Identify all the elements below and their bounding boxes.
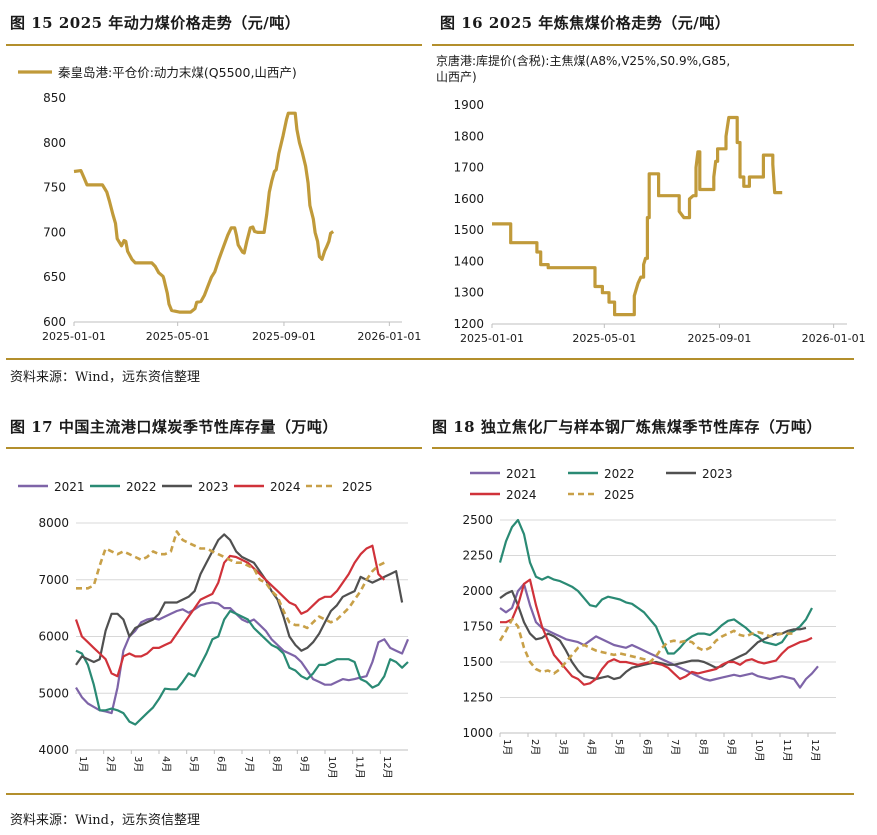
fig17-xtick-label: 9月 bbox=[298, 756, 310, 772]
fig18-xtick-label: 12月 bbox=[809, 739, 821, 762]
fig18-xtick-label: 9月 bbox=[725, 739, 737, 755]
fig18-ytick-label: 1250 bbox=[462, 691, 493, 705]
fig18-xtick-label: 5月 bbox=[613, 739, 625, 755]
bottom-right-rule bbox=[432, 447, 854, 449]
fig17-xtick-label: 12月 bbox=[381, 756, 393, 779]
fig17-xtick-label: 2月 bbox=[105, 756, 117, 772]
fig16-price-line bbox=[492, 115, 783, 317]
fig18-series-2021 bbox=[499, 582, 819, 689]
fig15-ytick-label: 800 bbox=[43, 136, 66, 150]
fig16-ytick-label: 1800 bbox=[453, 129, 484, 143]
fig17-series-2022 bbox=[75, 609, 409, 726]
fig18-series-2025 bbox=[498, 618, 794, 675]
fig18-legend-label-2021: 2021 bbox=[506, 467, 537, 481]
fig17-legend-label-2023: 2023 bbox=[198, 480, 229, 494]
fig16-ytick-label: 1500 bbox=[453, 223, 484, 237]
fig17-xtick-label: 4月 bbox=[160, 756, 172, 772]
fig15-ytick-label: 750 bbox=[43, 181, 66, 195]
fig16-ytick-label: 1200 bbox=[453, 317, 484, 331]
fig17-ytick-label: 6000 bbox=[38, 630, 69, 644]
fig17-title: 图 17 中国主流港口煤炭季节性库存量（万吨） bbox=[10, 418, 338, 436]
fig17-xtick-label: 7月 bbox=[243, 756, 255, 772]
fig16-xtick-label: 2026-01-01 bbox=[802, 332, 866, 345]
fig16-ytick-label: 1300 bbox=[453, 286, 484, 300]
fig16-title: 图 16 2025 年炼焦煤价格走势（元/吨） bbox=[440, 14, 731, 32]
fig17-xtick-label: 1月 bbox=[77, 756, 89, 772]
fig18-legend-label-2022: 2022 bbox=[604, 467, 635, 481]
fig18-title: 图 18 独立焦化厂与样本钢厂炼焦煤季节性库存（万吨） bbox=[432, 418, 822, 436]
fig17-xtick-label: 3月 bbox=[132, 756, 144, 772]
fig16-ytick-label: 1400 bbox=[453, 254, 484, 268]
fig17-series-2023 bbox=[75, 533, 404, 666]
fig16-ytick-label: 1700 bbox=[453, 161, 484, 175]
fig16-legend-label-line2: 山西产) bbox=[436, 70, 477, 84]
fig18-ytick-label: 1750 bbox=[462, 620, 493, 634]
fig15-ytick-label: 700 bbox=[43, 225, 66, 239]
fig18-xtick-label: 11月 bbox=[781, 739, 793, 762]
fig18-xtick-label: 6月 bbox=[641, 739, 653, 755]
fig17-legend-label-2021: 2021 bbox=[54, 480, 85, 494]
fig17-legend-label-2024: 2024 bbox=[270, 480, 301, 494]
fig16-ytick-label: 1600 bbox=[453, 192, 484, 206]
source-bottom: 资料来源：Wind，远东资信整理 bbox=[10, 813, 200, 828]
fig15-ytick-label: 850 bbox=[43, 91, 66, 105]
mid-rule bbox=[6, 358, 854, 360]
fig18-xtick-label: 2月 bbox=[529, 739, 541, 755]
fig16-xtick-label: 2025-09-01 bbox=[687, 332, 751, 345]
fig15-legend-label: 秦皇岛港:平仓价:动力末煤(Q5500,山西产) bbox=[58, 65, 297, 80]
fig18-ytick-label: 1000 bbox=[462, 726, 493, 740]
fig18-xtick-label: 4月 bbox=[585, 739, 597, 755]
fig17-legend-label-2025: 2025 bbox=[342, 480, 373, 494]
fig17-ytick-label: 5000 bbox=[38, 686, 69, 700]
bottom-left-rule bbox=[6, 447, 422, 449]
fig16-xtick-label: 2025-01-01 bbox=[460, 332, 524, 345]
bottom-rule bbox=[6, 793, 854, 795]
fig15-title: 图 15 2025 年动力煤价格走势（元/吨） bbox=[10, 14, 301, 32]
fig17-xtick-label: 5月 bbox=[188, 756, 200, 772]
fig18-ytick-label: 2000 bbox=[462, 584, 493, 598]
fig18-legend-label-2024: 2024 bbox=[506, 488, 537, 502]
fig16-xtick-label: 2025-05-01 bbox=[572, 332, 636, 345]
fig17-ytick-label: 8000 bbox=[38, 516, 69, 530]
fig18-xtick-label: 3月 bbox=[557, 739, 569, 755]
fig18-ytick-label: 1500 bbox=[462, 655, 493, 669]
fig18-ytick-label: 2500 bbox=[462, 513, 493, 527]
fig18-ytick-label: 2250 bbox=[462, 549, 493, 563]
fig17-xtick-label: 10月 bbox=[326, 756, 338, 779]
fig17-xtick-label: 11月 bbox=[354, 756, 366, 779]
fig17-xtick-label: 8月 bbox=[271, 756, 283, 772]
fig15-xtick-label: 2026-01-01 bbox=[357, 330, 421, 343]
fig15-xtick-label: 2025-01-01 bbox=[42, 330, 106, 343]
fig18-xtick-label: 10月 bbox=[753, 739, 765, 762]
fig18-series-2022 bbox=[498, 518, 813, 655]
fig15-xtick-label: 2025-05-01 bbox=[146, 330, 210, 343]
fig18-legend-label-2023: 2023 bbox=[702, 467, 733, 481]
fig17-ytick-label: 4000 bbox=[38, 743, 69, 757]
fig17-series-2021 bbox=[75, 601, 410, 715]
fig18-xtick-label: 1月 bbox=[501, 739, 513, 755]
fig18-xtick-label: 8月 bbox=[697, 739, 709, 755]
source-top: 资料来源：Wind，远东资信整理 bbox=[10, 370, 200, 385]
fig17-series-2024 bbox=[74, 544, 386, 678]
fig17-ytick-label: 7000 bbox=[38, 573, 69, 587]
fig18-xtick-label: 7月 bbox=[669, 739, 681, 755]
fig17-series-2025 bbox=[76, 530, 385, 630]
fig16-ytick-label: 1900 bbox=[453, 98, 484, 112]
fig15-price-line bbox=[73, 111, 335, 314]
fig16-legend-label-line1: 京唐港:库提价(含税):主焦煤(A8%,V25%,S0.9%,G85, bbox=[436, 53, 730, 68]
fig15-ytick-label: 650 bbox=[43, 270, 66, 284]
fig17-xtick-label: 6月 bbox=[215, 756, 227, 772]
top-right-rule bbox=[432, 44, 854, 46]
fig15-xtick-label: 2025-09-01 bbox=[252, 330, 316, 343]
fig15-ytick-label: 600 bbox=[43, 315, 66, 329]
fig18-series-2024 bbox=[500, 578, 813, 686]
top-left-rule bbox=[6, 44, 422, 46]
fig18-legend-label-2025: 2025 bbox=[604, 488, 635, 502]
fig17-legend-label-2022: 2022 bbox=[126, 480, 157, 494]
